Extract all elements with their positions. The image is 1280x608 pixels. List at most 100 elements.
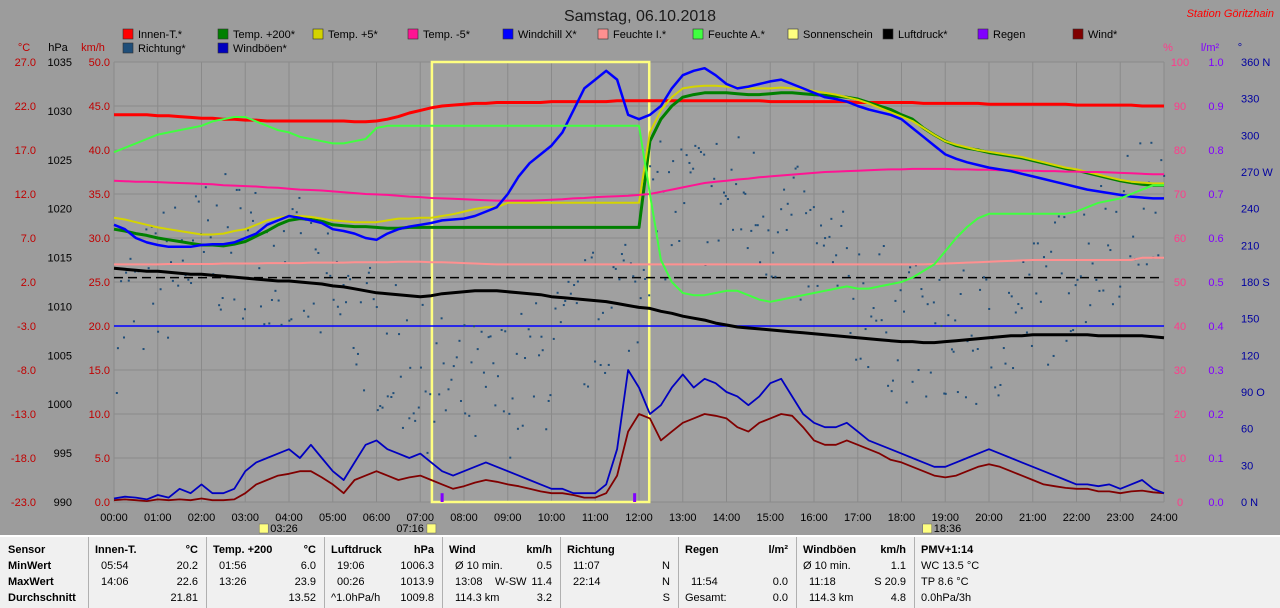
direction-point [452,365,455,368]
direction-tick-label: 30 [1241,460,1253,472]
direction-point [494,404,497,407]
direction-point [852,297,855,300]
direction-point [926,303,929,306]
direction-point [473,325,476,328]
sun-marker-icon [258,523,269,534]
humidity-tick-label: 20 [1174,409,1186,421]
direction-point [177,284,180,287]
direction-point [632,275,635,278]
series-line-windchill-x- [113,66,1164,249]
stats-windboeen-title: Windböen [803,544,857,556]
direction-point [882,245,885,248]
direction-point [230,251,233,254]
series-line-feuchte-a- [113,116,1164,303]
direction-point [1083,213,1086,216]
direction-point [545,428,548,431]
direction-point [678,240,681,243]
x-tick-label: 15:00 [756,512,784,524]
direction-point [644,278,647,281]
direction-point [1039,300,1042,303]
humidity-tick-label: 90 [1174,101,1186,113]
direction-point [277,299,280,302]
pressure-tick-label: 995 [54,448,72,460]
direction-point [246,229,249,232]
direction-point [535,302,538,305]
direction-point [1028,273,1031,276]
axes: 00:00 01:00 02:00 03:00 04:00 05:00 06:00 07:00… [11,42,1273,535]
direction-point [683,202,686,205]
direction-point [317,251,320,254]
direction-point [783,188,786,191]
x-tick-label: 22:00 [1063,512,1091,524]
stats-regen-unit: l/m² [768,544,788,556]
stats-innen-max-val: 22.6 [176,576,198,588]
direction-point [332,298,335,301]
direction-scatter [115,136,1166,459]
stats-richtung-r3-dir: S [662,592,670,604]
direction-point [719,202,722,205]
direction-point [1132,235,1135,238]
stats-richtung-title: Richtung [567,544,615,556]
direction-point [379,405,382,408]
stats-luftdruck-max-val: 1013.9 [400,576,434,588]
direction-point [730,168,733,171]
direction-point [215,204,218,207]
direction-point [620,253,623,256]
x-tick-label: 04:00 [275,512,303,524]
direction-point [737,136,740,139]
direction-point [964,396,967,399]
direction-point [1126,154,1129,157]
stats-richtung-r2-time: 22:14 [573,576,601,588]
direction-point [480,330,483,333]
direction-point [703,153,706,156]
temp-tick-label: -8.0 [17,365,36,377]
direction-point [532,395,535,398]
speed-tick-label: 45.0 [89,101,110,113]
stats-temp200-max-val: 23.9 [294,576,316,588]
direction-point [1060,272,1063,275]
temp-tick-label: 2.0 [21,277,36,289]
direction-point [538,354,541,357]
direction-point [398,333,401,336]
direction-point [511,397,514,400]
x-tick-label: 09:00 [494,512,522,524]
direction-point [299,232,302,235]
legend-label: Innen-T.* [138,29,183,41]
direction-point [365,282,368,285]
direction-point [583,383,586,386]
rain-tick-label: 0.1 [1208,453,1223,465]
direction-point [1122,190,1125,193]
temp-tick-label: 27.0 [15,57,36,69]
legend-label: Windböen* [233,43,288,55]
stats-innen-unit: °C [185,544,198,556]
direction-point [314,248,317,251]
direction-point [576,280,579,283]
direction-point [1150,141,1153,144]
direction-point [1032,242,1035,245]
direction-point [627,349,630,352]
direction-point [288,319,291,322]
direction-point [762,215,765,218]
direction-point [1050,250,1053,253]
x-tick-label: 20:00 [975,512,1003,524]
direction-point [521,424,524,427]
sunshine-band [430,60,651,504]
legend-label: Feuchte A.* [708,29,766,41]
direction-point [610,306,613,309]
rain-bar [440,493,444,502]
direction-point [592,251,595,254]
rain-tick-label: 1.0 [1208,57,1223,69]
direction-point [559,321,562,324]
direction-point [433,420,436,423]
direction-point [887,384,890,387]
direction-point [444,409,447,412]
stats-windboeen-r3-label: 114.3 km [809,592,854,604]
direction-point [326,232,329,235]
rain-tick-label: 0.6 [1208,233,1223,245]
direction-point [982,276,985,279]
direction-point [355,363,358,366]
direction-point [392,392,395,395]
direction-point [239,207,242,210]
humidity-tick-label: 100 [1171,57,1189,69]
direction-point [1017,303,1020,306]
